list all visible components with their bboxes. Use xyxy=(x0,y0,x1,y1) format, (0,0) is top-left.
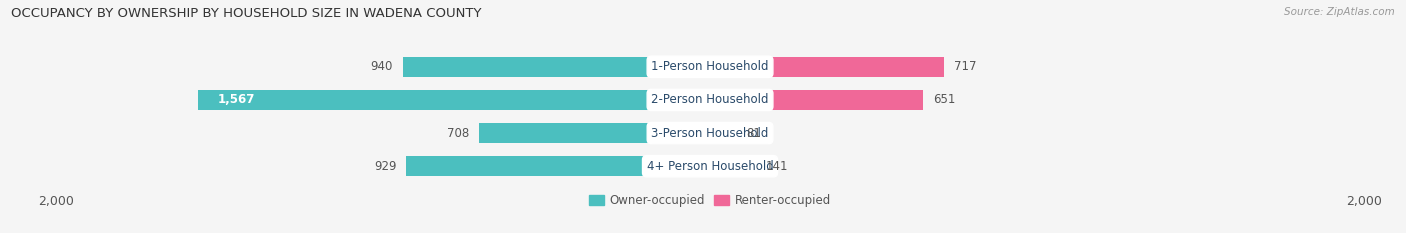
Text: 651: 651 xyxy=(932,93,955,106)
Text: 4+ Person Household: 4+ Person Household xyxy=(647,160,773,173)
Text: 929: 929 xyxy=(374,160,396,173)
Bar xyxy=(710,156,756,176)
Text: 1-Person Household: 1-Person Household xyxy=(651,60,769,73)
Text: 2-Person Household: 2-Person Household xyxy=(651,93,769,106)
Bar xyxy=(198,90,710,110)
Text: 940: 940 xyxy=(371,60,392,73)
Bar xyxy=(710,90,922,110)
Bar xyxy=(710,123,737,143)
Text: 81: 81 xyxy=(747,127,761,140)
Text: 1,567: 1,567 xyxy=(218,93,254,106)
Bar xyxy=(406,156,710,176)
Bar xyxy=(402,57,710,77)
Text: 141: 141 xyxy=(766,160,789,173)
Text: Source: ZipAtlas.com: Source: ZipAtlas.com xyxy=(1284,7,1395,17)
Text: 708: 708 xyxy=(447,127,468,140)
Bar xyxy=(478,123,710,143)
Text: OCCUPANCY BY OWNERSHIP BY HOUSEHOLD SIZE IN WADENA COUNTY: OCCUPANCY BY OWNERSHIP BY HOUSEHOLD SIZE… xyxy=(11,7,482,20)
Text: 3-Person Household: 3-Person Household xyxy=(651,127,769,140)
Text: 717: 717 xyxy=(955,60,977,73)
Legend: Owner-occupied, Renter-occupied: Owner-occupied, Renter-occupied xyxy=(585,190,835,212)
Bar xyxy=(710,57,945,77)
